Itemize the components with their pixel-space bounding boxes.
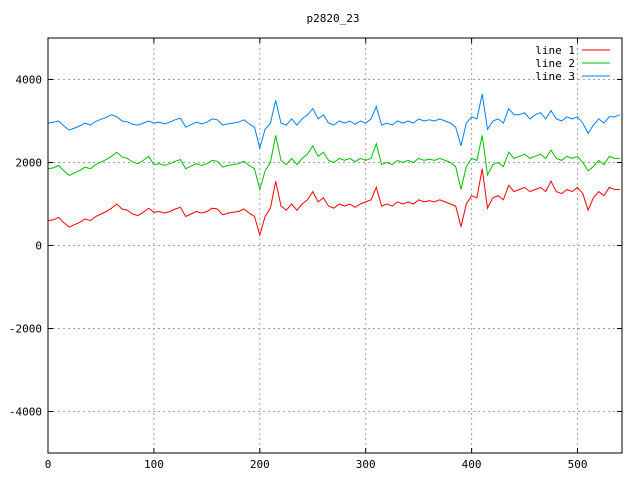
plot-border [47,37,623,454]
x-tick-label: 300 [356,458,376,471]
x-tick-label: 400 [462,458,482,471]
y-tick-label: 2000 [16,157,43,170]
y-tick-label: 4000 [16,74,43,87]
y-tick-label: -2000 [9,323,42,336]
x-tick-label: 500 [568,458,588,471]
series-line-2 [47,135,620,192]
series-group [47,93,621,237]
series-line-1 [47,168,620,237]
chart-title: p2820_23 [307,12,360,25]
legend-label-1: line 1 [535,44,575,57]
grid [48,38,622,453]
legend-label-2: line 2 [535,57,575,70]
legend-label-3: line 3 [535,70,575,83]
x-tick-label: 200 [250,458,270,471]
y-tick-label: -4000 [9,406,42,419]
y-tick-label: 0 [35,240,42,253]
x-tick-label: 100 [144,458,164,471]
x-tick-label: 0 [45,458,52,471]
series-line-3 [47,93,621,150]
axis-ticks: 0 100 200 300 400 500 -4000 -2000 0 2000 4000 [9,38,622,471]
